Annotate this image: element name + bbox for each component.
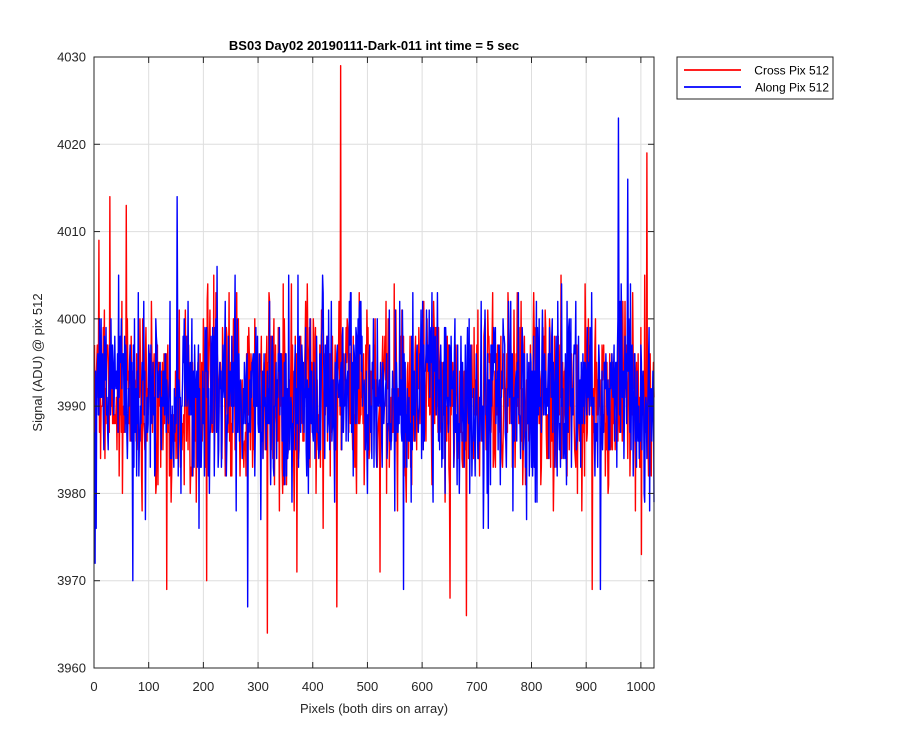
plot-frame <box>93 56 655 669</box>
y-axis-label: Signal (ADU) @ pix 512 <box>30 293 45 431</box>
x-tick-label: 500 <box>357 679 379 694</box>
x-tick-label: 300 <box>247 679 269 694</box>
x-tick-label: 0 <box>90 679 97 694</box>
x-axis-label: Pixels (both dirs on array) <box>300 701 448 716</box>
chart-title: BS03 Day02 20190111-Dark-011 int time = … <box>229 38 519 53</box>
y-tick-label: 4010 <box>57 224 86 239</box>
x-tick-label: 200 <box>193 679 215 694</box>
x-tick-label: 800 <box>521 679 543 694</box>
legend-label-along: Along Pix 512 <box>755 81 829 95</box>
x-tick-label: 400 <box>302 679 324 694</box>
x-tick-label: 100 <box>138 679 160 694</box>
y-tick-label: 3990 <box>57 399 86 414</box>
series-line-along-pix-512 <box>93 117 655 608</box>
y-tick-label: 3980 <box>57 486 86 501</box>
x-tick-label: 600 <box>411 679 433 694</box>
axis-ticks: 0 100 200 300 400 500 600 700 800 900 1000 3960 3970… <box>57 50 655 695</box>
x-tick-label: 900 <box>575 679 597 694</box>
y-tick-label: 3970 <box>57 573 86 588</box>
y-tick-label: 4030 <box>57 50 86 65</box>
x-tick-label: 700 <box>466 679 488 694</box>
legend-label-cross: Cross Pix 512 <box>754 64 829 78</box>
y-tick-label: 3960 <box>57 661 86 676</box>
x-tick-label: 1000 <box>626 679 655 694</box>
series-layer <box>93 65 655 634</box>
y-tick-label: 4020 <box>57 137 86 152</box>
legend-box <box>676 56 834 100</box>
y-tick-label: 4000 <box>57 311 86 326</box>
legend: Cross Pix 512 Along Pix 512 <box>676 56 834 100</box>
